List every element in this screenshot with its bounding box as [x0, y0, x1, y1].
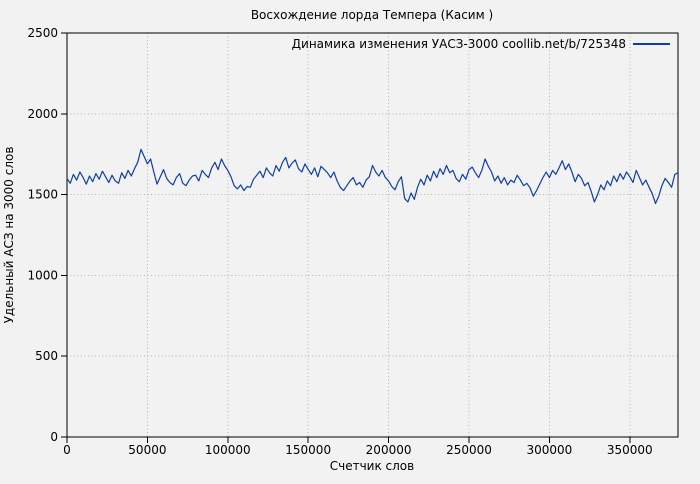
y-tick-label: 2000	[27, 107, 58, 121]
y-tick-label: 1000	[27, 268, 58, 282]
x-tick-label: 50000	[128, 443, 166, 457]
legend-label: Динамика изменения УАСЗ-3000 coollib.net…	[292, 37, 626, 51]
plot-border-rect	[66, 32, 679, 438]
y-tick-label: 0	[50, 430, 58, 444]
x-tick-label: 300000	[526, 443, 572, 457]
y-tick-label: 1500	[27, 188, 58, 202]
x-tick-label: 200000	[366, 443, 412, 457]
series-polyline	[66, 148, 679, 205]
x-tick-label: 0	[63, 443, 71, 457]
chart-title: Восхождение лорда Темпера (Касим )	[251, 8, 493, 22]
data-series-line	[66, 148, 679, 205]
legend: Динамика изменения УАСЗ-3000 coollib.net…	[292, 37, 670, 51]
x-tick-label: 350000	[607, 443, 653, 457]
y-axis-label: Удельный АСЗ на 3000 слов	[2, 147, 16, 324]
x-tick-label: 250000	[446, 443, 492, 457]
y-tick-label: 500	[35, 349, 58, 363]
x-axis-label: Счетчик слов	[330, 459, 414, 473]
x-tick-label: 100000	[205, 443, 251, 457]
grid-lines	[67, 33, 678, 437]
x-tick-label: 150000	[285, 443, 331, 457]
axis-ticks: 0 50000 100000 150000 200000 250000 300000 3500…	[27, 26, 652, 457]
y-tick-label: 2500	[27, 26, 58, 40]
plot-border	[66, 32, 679, 438]
